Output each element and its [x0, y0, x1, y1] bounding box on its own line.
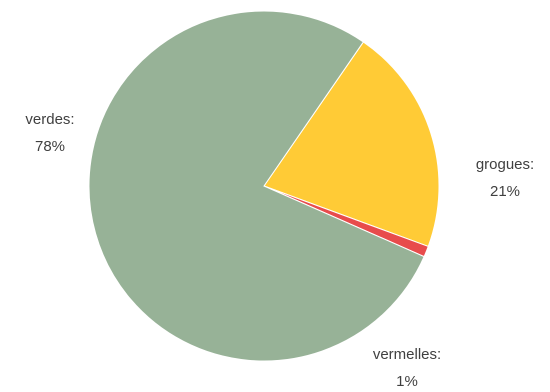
- pie-slices: [88, 10, 440, 362]
- slice-label-vermelles: vermelles: 1%: [373, 346, 441, 390]
- slice-label-vermelles-value: 1%: [396, 373, 418, 390]
- slice-label-verdes: verdes: 78%: [25, 111, 74, 155]
- slice-label-verdes-value: 78%: [35, 138, 65, 155]
- slice-label-vermelles-name: vermelles:: [373, 346, 441, 363]
- pie-slice-verdes: [88, 10, 425, 362]
- slice-label-grogues: grogues: 21%: [476, 156, 534, 200]
- slice-label-verdes-name: verdes:: [25, 111, 74, 128]
- pie-slice-grogues: [263, 41, 440, 248]
- slice-label-grogues-name: grogues:: [476, 156, 534, 173]
- slice-label-grogues-value: 21%: [490, 183, 520, 200]
